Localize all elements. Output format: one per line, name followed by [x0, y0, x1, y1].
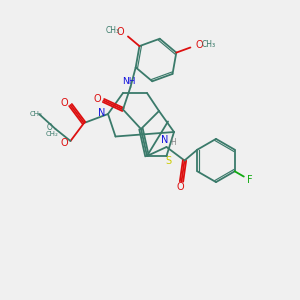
- Text: N: N: [98, 107, 105, 118]
- Text: H: H: [170, 138, 176, 147]
- Text: CH₃: CH₃: [106, 26, 120, 35]
- Text: S: S: [165, 156, 171, 167]
- Text: O: O: [93, 94, 101, 104]
- Text: O: O: [46, 123, 52, 132]
- Text: O: O: [176, 182, 184, 193]
- Text: NH: NH: [122, 77, 136, 86]
- Text: CH₂: CH₂: [46, 131, 59, 137]
- Text: O: O: [196, 40, 203, 50]
- Text: O: O: [60, 98, 68, 108]
- Text: N: N: [161, 135, 169, 146]
- Text: F: F: [247, 175, 252, 185]
- Text: O: O: [117, 27, 124, 37]
- Text: CH₃: CH₃: [202, 40, 216, 49]
- Text: O: O: [60, 137, 68, 148]
- Text: CH₃: CH₃: [30, 111, 42, 117]
